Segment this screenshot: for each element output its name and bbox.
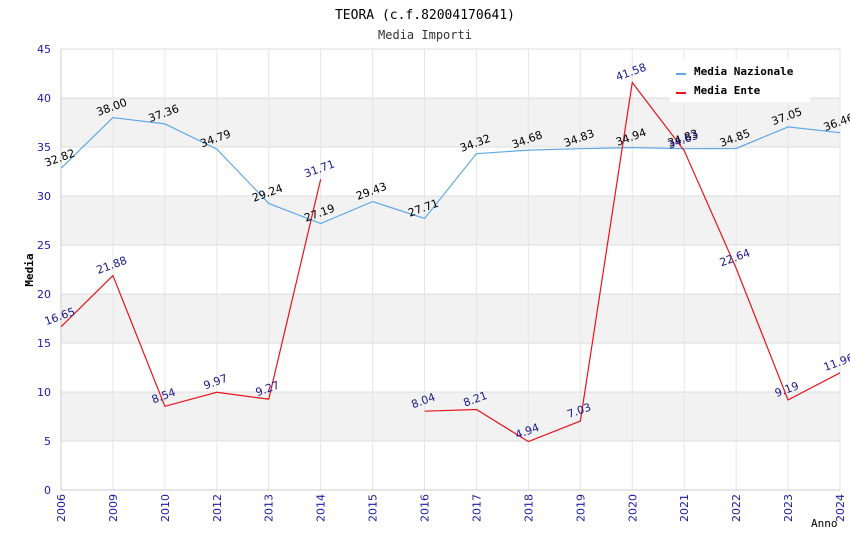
x-tick-label: 2009 (107, 494, 120, 522)
y-axis-label: Media (23, 253, 36, 286)
y-tick-label: 45 (37, 43, 51, 56)
x-tick-label: 2010 (159, 494, 172, 522)
data-label-media-ente: 41.58 (614, 61, 648, 84)
chart-subtitle: Media Importi (378, 28, 472, 42)
chart-title: TEORA (c.f.82004170641) (335, 8, 515, 23)
series-line-media-ente (424, 81, 841, 443)
x-tick-label: 2012 (211, 494, 224, 522)
y-tick-label: 40 (37, 92, 51, 105)
data-label-media-ente: 21.88 (95, 254, 129, 277)
legend: Media Nazionale Media Ente (670, 60, 810, 102)
y-tick-label: 30 (37, 190, 51, 203)
y-tick-label: 35 (37, 141, 51, 154)
x-tick-label: 2018 (522, 494, 535, 522)
y-tick-label: 25 (37, 239, 51, 252)
grid-band (61, 98, 840, 147)
series-line-media-ente (60, 179, 322, 408)
grid-band (61, 392, 840, 441)
x-tick-label: 2013 (263, 494, 276, 522)
x-tick-label: 2016 (419, 494, 432, 522)
x-tick-label: 2006 (55, 494, 68, 522)
y-tick-label: 10 (37, 386, 51, 399)
legend-box (670, 60, 810, 102)
x-axis-label: Anno (811, 517, 838, 530)
x-tick-label: 2024 (834, 494, 847, 522)
x-tick-label: 2023 (782, 494, 795, 522)
data-label-media-ente: 31.71 (302, 157, 336, 180)
plot-area: 0 5 10 15 20 25 30 35 40 45 2006 2009 2010 2012 2013 20… (37, 43, 850, 522)
x-tick-label: 2019 (574, 494, 587, 522)
grid-band (61, 294, 840, 343)
legend-label: Media Nazionale (694, 65, 794, 78)
x-tick-label: 2021 (678, 494, 691, 522)
x-tick-label: 2014 (315, 494, 328, 522)
legend-label: Media Ente (694, 84, 761, 97)
x-tick-label: 2017 (470, 494, 483, 522)
grid-band (61, 196, 840, 245)
x-tick-label: 2015 (367, 494, 380, 522)
y-tick-label: 15 (37, 337, 51, 350)
data-label-media-ente: 9.97 (202, 372, 229, 393)
y-tick-label: 5 (44, 435, 51, 448)
x-tick-label: 2022 (730, 494, 743, 522)
data-label-media-ente: 11.96 (822, 351, 850, 374)
x-tick-label: 2020 (626, 494, 639, 522)
y-tick-label: 20 (37, 288, 51, 301)
series-line-media-nazionale (60, 116, 841, 225)
y-tick-label: 0 (44, 484, 51, 497)
